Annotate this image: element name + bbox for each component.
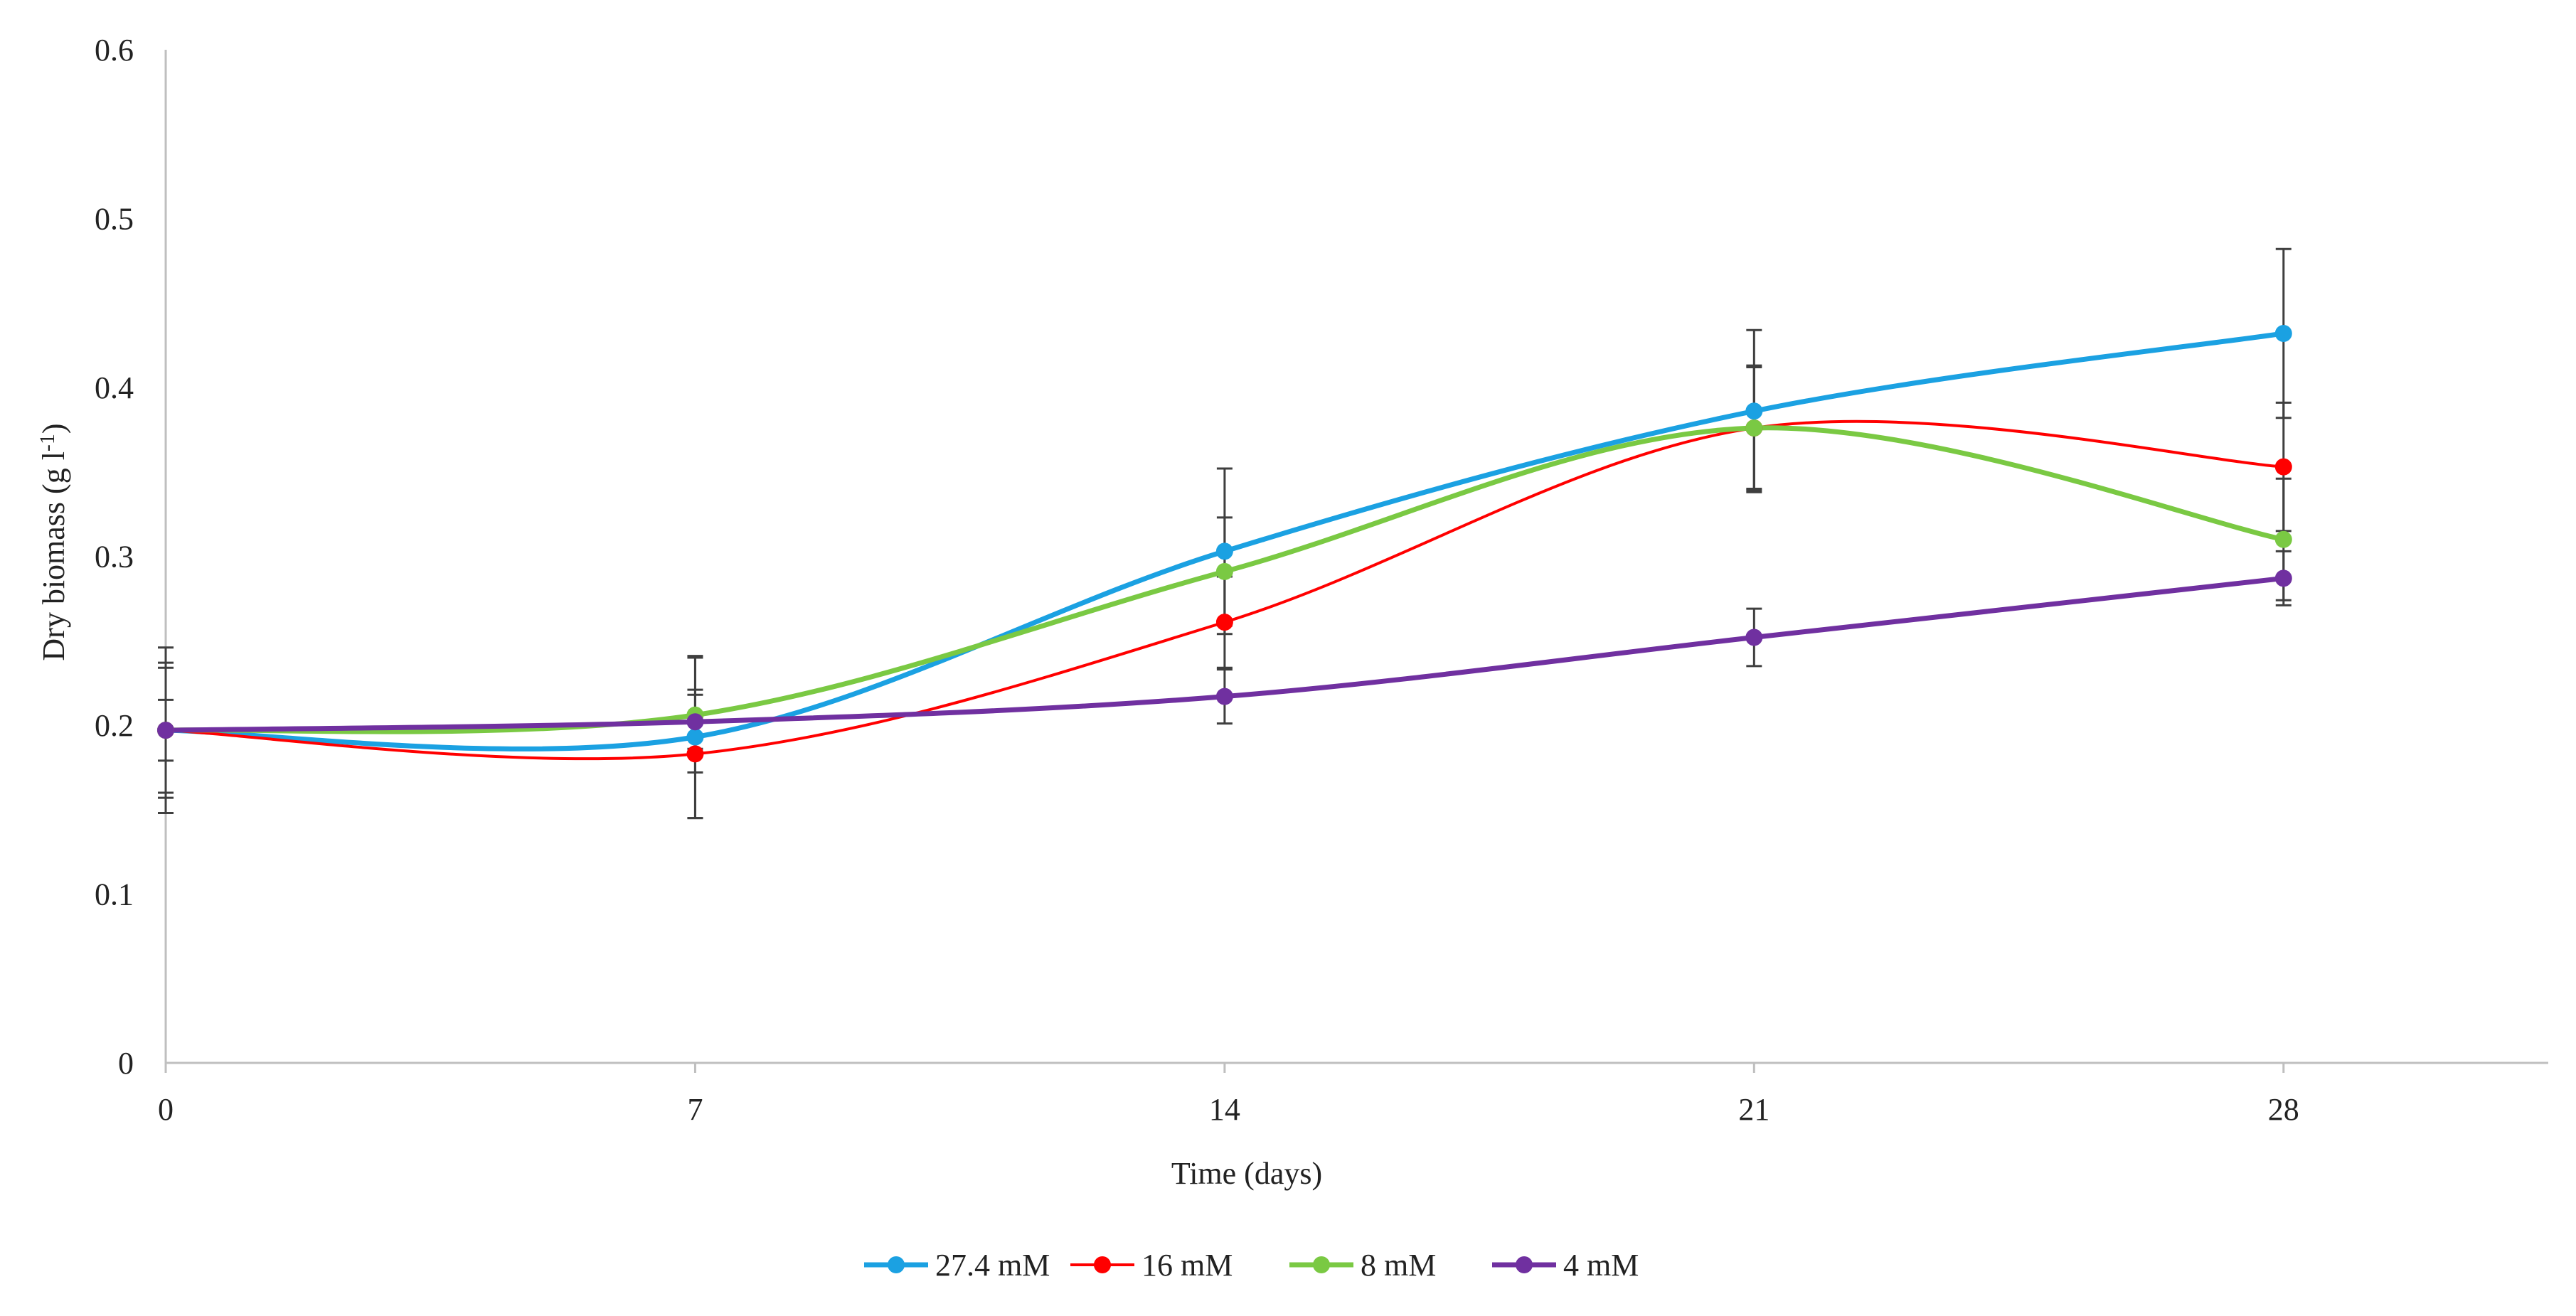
data-point: [1215, 688, 1233, 705]
legend-label: 4 mM: [1563, 1248, 1639, 1283]
data-point: [2274, 325, 2292, 342]
legend-label: 16 mM: [1141, 1248, 1233, 1283]
x-tick-label: 0: [158, 1092, 174, 1127]
x-tick-label: 28: [2268, 1092, 2299, 1127]
legend-swatch-marker: [1516, 1256, 1533, 1273]
data-point: [2274, 530, 2292, 548]
legend-label: 27.4 mM: [935, 1248, 1050, 1283]
x-axis-title: Time (days): [1171, 1156, 1322, 1191]
data-point: [1745, 628, 1763, 646]
data-point: [1215, 542, 1233, 560]
y-tick-label: 0.3: [95, 540, 134, 574]
legend-label: 8 mM: [1361, 1248, 1436, 1283]
data-point: [686, 728, 704, 746]
y-tick-label: 0.4: [95, 370, 134, 405]
data-point: [686, 745, 704, 763]
legend-swatch-marker: [1313, 1256, 1330, 1273]
legend-swatch-marker: [888, 1256, 905, 1273]
legend-swatch-marker: [1094, 1256, 1111, 1273]
markers: [157, 325, 2292, 763]
data-point: [1745, 402, 1763, 420]
data-point: [157, 722, 174, 739]
data-point: [2274, 458, 2292, 476]
y-tick-label: 0.5: [95, 202, 134, 237]
x-tick-label: 7: [687, 1092, 703, 1127]
data-point: [1215, 614, 1233, 631]
x-tick-label: 21: [1738, 1092, 1769, 1127]
legend: 27.4 mM 16 mM 8 mM 4 mM: [864, 1248, 1639, 1283]
y-tick-label: 0: [118, 1046, 134, 1081]
data-point: [686, 713, 704, 731]
y-tick-label: 0.2: [95, 708, 134, 743]
axes: 0 0.1 0.2 0.3 0.4 0.5 0.6 0 7 14 21 28 Time (days) Dr…: [36, 33, 2548, 1191]
data-point: [2274, 569, 2292, 587]
data-point: [1215, 562, 1233, 580]
y-tick-label: 0.1: [95, 877, 134, 912]
y-axis-title: Dry biomass (g l-1): [36, 423, 71, 660]
y-tick-label: 0.6: [95, 33, 134, 68]
data-point: [1745, 419, 1763, 437]
x-tick-label: 14: [1209, 1092, 1240, 1127]
